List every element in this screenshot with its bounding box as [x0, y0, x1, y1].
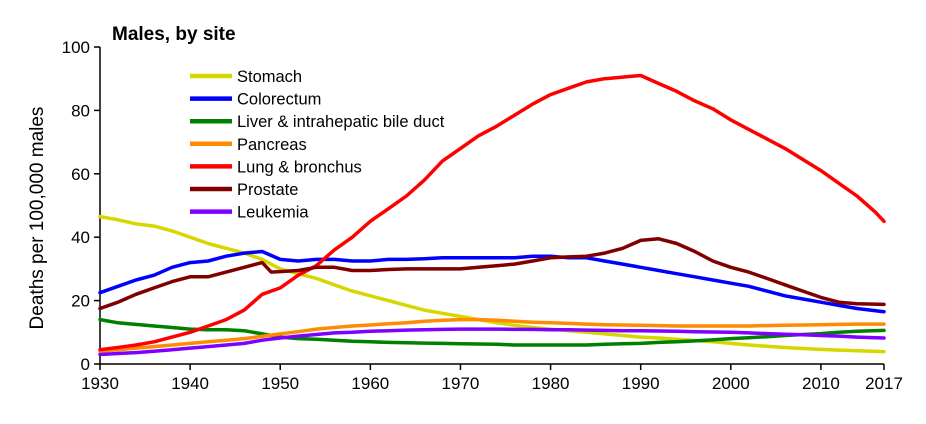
y-tick-label: 0: [81, 355, 90, 374]
x-tick-label: 1960: [351, 374, 389, 393]
y-tick-label: 100: [62, 38, 90, 57]
series-line-lung-bronchus: [98, 73, 886, 352]
legend: Stomach Colorectum Liver & intrahepatic bi…: [190, 68, 445, 222]
legend-label: Colorectum: [237, 91, 321, 109]
y-tick-label: 40: [71, 228, 90, 247]
x-tick-label: 2000: [712, 374, 750, 393]
series-line-prostate: [98, 237, 886, 311]
x-tick-label: 1990: [622, 374, 660, 393]
series-line-leukemia: [98, 327, 886, 357]
legend-label: Stomach: [237, 68, 302, 86]
y-tick-label: 80: [71, 101, 90, 120]
legend-label: Prostate: [237, 181, 298, 199]
legend-label: Lung & bronchus: [237, 158, 362, 176]
series-line-liver-intrahepatic-bile-duct: [98, 317, 886, 347]
x-tick-label: 1940: [171, 374, 209, 393]
series-lines: [98, 73, 886, 357]
x-tick-label: 1970: [442, 374, 480, 393]
y-tick-label: 60: [71, 165, 90, 184]
x-tick-label: 1950: [261, 374, 299, 393]
y-axis-label: Deaths per 100,000 males: [27, 107, 48, 330]
legend-label: Liver & intrahepatic bile duct: [237, 113, 445, 131]
legend-label: Leukemia: [237, 204, 309, 222]
chart-title: Males, by site: [112, 24, 236, 45]
x-tick-label: 1980: [532, 374, 570, 393]
legend-label: Pancreas: [237, 136, 307, 154]
series-line-colorectum: [98, 249, 886, 314]
x-ticks: 1930 1940 1950 1960 1970 1980 1990 2000 2010 2017: [81, 364, 903, 393]
x-tick-label: 1930: [81, 374, 119, 393]
y-ticks: 0 20 40 60 80 100: [62, 38, 100, 374]
x-tick-label: 2010: [802, 374, 840, 393]
series-line-pancreas: [98, 317, 886, 354]
y-tick-label: 20: [71, 292, 90, 311]
x-tick-label: 2017: [865, 374, 903, 393]
